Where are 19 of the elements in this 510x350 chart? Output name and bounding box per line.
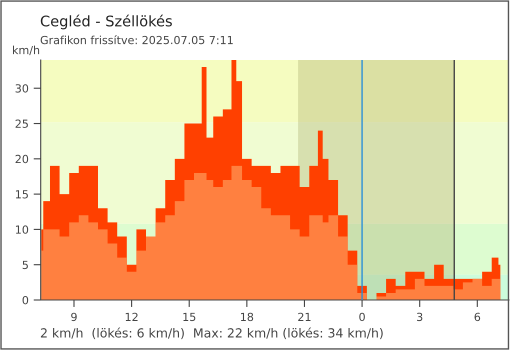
chart-title: Cegléd - Széllökés xyxy=(40,14,172,30)
y-axis-title: km/h xyxy=(13,46,40,56)
text: 2 km/h (lökés: 6 km/h) Max: 22 km/h (lökés: 34 km/h) xyxy=(40,327,383,340)
y-tick-label: 25 xyxy=(16,120,28,128)
x-tick-label: 3 xyxy=(417,312,422,322)
y-tick-label: 0 xyxy=(22,296,28,304)
x-tick-label: 9 xyxy=(71,312,77,322)
x-tick-label: 6 xyxy=(474,312,480,322)
chart-subtitle: Grafikon frissítve: 2025.07.05 7:11 xyxy=(40,35,233,44)
x-tick-label: 12 xyxy=(126,312,138,321)
y-tick-label: 10 xyxy=(16,225,28,234)
y-tick-label: 5 xyxy=(22,260,28,270)
y-tick-label: 15 xyxy=(16,190,28,198)
x-tick-label: 18 xyxy=(240,312,254,322)
x-tick-label: 15 xyxy=(183,312,196,322)
y-tick-label: 20 xyxy=(16,154,28,164)
x-tick-label: 0 xyxy=(359,312,365,322)
y-tick-label: 30 xyxy=(16,84,28,93)
x-tick-label: 21 xyxy=(298,312,310,321)
